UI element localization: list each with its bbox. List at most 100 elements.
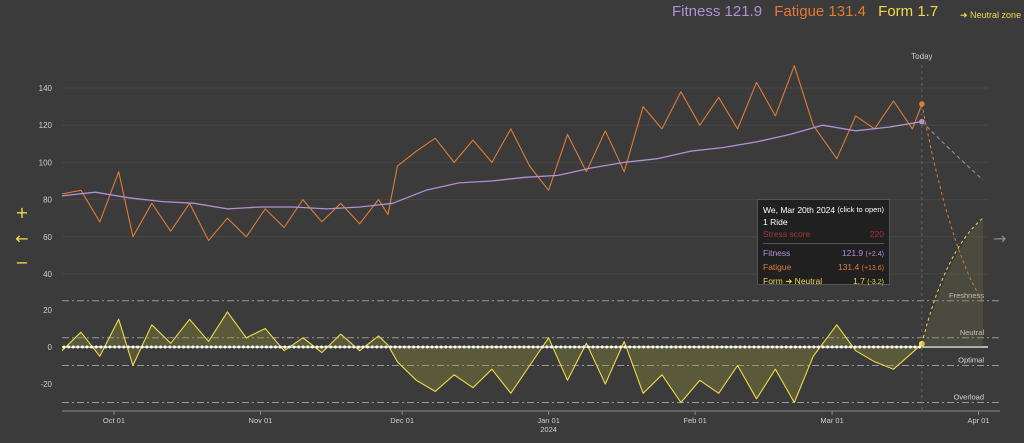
zero-dot xyxy=(540,345,544,349)
zone-label: Optimal xyxy=(958,356,984,365)
day-tooltip[interactable]: We, Mar 20th 2024 (click to open) 1 Ride… xyxy=(757,199,890,286)
x-tick-label: Jan 01 xyxy=(537,416,560,425)
zero-dot xyxy=(154,345,158,349)
tooltip-fatigue-value: 131.4 xyxy=(837,262,860,272)
zero-dot xyxy=(283,345,287,349)
tooltip-form-value: 1.7 xyxy=(853,276,865,286)
legend-fitness[interactable]: Fitness 121.9 xyxy=(672,3,763,20)
y-tick-label: 60 xyxy=(43,233,52,242)
y-tick-label: 120 xyxy=(39,121,53,130)
forward-arrow-icon[interactable]: → xyxy=(993,229,1007,248)
zero-dot xyxy=(310,345,314,349)
zero-dot xyxy=(715,345,719,349)
zero-dot xyxy=(292,345,296,349)
zero-dot xyxy=(71,345,75,349)
zero-dot xyxy=(550,345,554,349)
tooltip-divider xyxy=(763,243,884,244)
zero-dot xyxy=(163,345,167,349)
zero-dot xyxy=(228,345,232,349)
zero-dot xyxy=(669,345,673,349)
zero-dot xyxy=(237,345,241,349)
y-tick-label: 140 xyxy=(39,84,53,93)
zero-dot xyxy=(747,345,751,349)
zero-dot xyxy=(513,345,517,349)
zero-dot xyxy=(448,345,452,349)
legend-form[interactable]: Form 1.7 xyxy=(878,3,939,20)
zero-dot xyxy=(499,345,503,349)
x-tick-label: Oct 01 xyxy=(103,416,125,425)
zero-dot xyxy=(214,345,218,349)
zero-dot xyxy=(766,345,770,349)
zero-dot xyxy=(784,345,788,349)
zero-dot xyxy=(315,345,319,349)
zero-dot xyxy=(251,345,255,349)
tooltip-fitness-value: 121.9 xyxy=(841,248,864,258)
zero-dot xyxy=(67,345,71,349)
zero-dot xyxy=(812,345,816,349)
neutral-zone-link[interactable]: ➜ Neutral zone xyxy=(960,10,1022,20)
zero-dot xyxy=(122,345,126,349)
zero-dot xyxy=(356,345,360,349)
x-tick-label: Feb 01 xyxy=(683,416,706,425)
zero-dot xyxy=(458,345,462,349)
zero-dot xyxy=(738,345,742,349)
legend-fatigue[interactable]: Fatigue 131.4 xyxy=(774,3,866,20)
zero-dot xyxy=(205,345,209,349)
zero-dot xyxy=(168,345,172,349)
zero-dot xyxy=(780,345,784,349)
zero-dot xyxy=(375,345,379,349)
tooltip-open-link[interactable]: (click to open) xyxy=(837,205,884,214)
zero-dot xyxy=(149,345,153,349)
zero-dot xyxy=(494,345,498,349)
zero-dot xyxy=(255,345,259,349)
zero-dot xyxy=(338,345,342,349)
zero-dot xyxy=(734,345,738,349)
zero-dot xyxy=(99,345,103,349)
zero-dot xyxy=(586,345,590,349)
zero-dot xyxy=(678,345,682,349)
form-area xyxy=(62,311,922,403)
zero-dot xyxy=(366,345,370,349)
zero-dot xyxy=(899,345,903,349)
zero-dot xyxy=(522,345,526,349)
zero-dot xyxy=(453,345,457,349)
zoom-out-button[interactable]: − xyxy=(15,253,29,272)
zero-dot xyxy=(559,345,563,349)
zero-dot xyxy=(490,345,494,349)
zero-dot xyxy=(287,345,291,349)
zero-dot xyxy=(692,345,696,349)
zero-dot xyxy=(504,345,508,349)
zero-dot xyxy=(577,345,581,349)
x-tick-label: Nov 01 xyxy=(249,416,273,425)
zero-dot xyxy=(632,345,636,349)
tooltip-stress-label: Stress score xyxy=(763,229,811,239)
zero-dot xyxy=(651,345,655,349)
back-arrow-icon[interactable]: ← xyxy=(15,229,29,248)
zero-dot xyxy=(563,345,567,349)
zero-dot xyxy=(835,345,839,349)
zero-dot xyxy=(706,345,710,349)
zero-dot xyxy=(885,345,889,349)
zero-dot xyxy=(545,345,549,349)
zero-dot xyxy=(770,345,774,349)
zero-dot xyxy=(816,345,820,349)
zoom-in-button[interactable]: + xyxy=(15,203,29,222)
zero-dot xyxy=(195,345,199,349)
zero-dot xyxy=(839,345,843,349)
zero-dot xyxy=(389,345,393,349)
zero-dot xyxy=(711,345,715,349)
zero-dot xyxy=(849,345,853,349)
zero-dot xyxy=(527,345,531,349)
zero-dot xyxy=(94,345,98,349)
zero-dot xyxy=(200,345,204,349)
zero-dot xyxy=(430,345,434,349)
zero-dot xyxy=(605,345,609,349)
legend: Fitness 121.9 Fatigue 131.4 Form 1.7 xyxy=(672,3,946,20)
zero-dot xyxy=(853,345,857,349)
zero-dot xyxy=(793,345,797,349)
today-label: Today xyxy=(911,52,932,61)
zero-dot xyxy=(895,345,899,349)
zero-dot xyxy=(867,345,871,349)
zero-dot xyxy=(697,345,701,349)
